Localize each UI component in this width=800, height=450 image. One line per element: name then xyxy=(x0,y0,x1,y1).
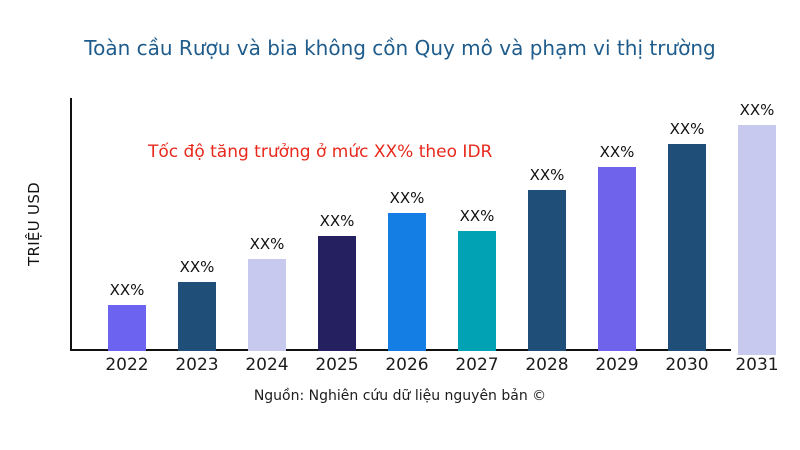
bar-value-label-2026: XX% xyxy=(389,189,425,207)
bar-group-2027: XX% xyxy=(442,207,512,351)
chart-title: Toàn cầu Rượu và bia không cồn Quy mô và… xyxy=(84,36,716,60)
x-axis-tick-labels: 2022 2023 2024 2025 2026 2027 2028 2029 2030 2031 xyxy=(70,355,778,379)
bar-value-label-2031: XX% xyxy=(739,101,775,119)
bar-value-label-2027: XX% xyxy=(459,207,495,225)
growth-annotation: Tốc độ tăng trưởng ở mức XX% theo IDR xyxy=(148,142,493,162)
x-tick-2023: 2023 xyxy=(175,355,219,375)
x-tick-2029: 2029 xyxy=(595,355,639,375)
bar-group-2024: XX% xyxy=(232,235,302,351)
bar-2031 xyxy=(738,125,776,355)
bar-value-label-2025: XX% xyxy=(319,212,355,230)
bar-group-2026: XX% xyxy=(372,189,442,351)
bar-group-2029: XX% xyxy=(582,143,652,351)
plot-area: Tốc độ tăng trưởng ở mức XX% theo IDR XX… xyxy=(70,98,776,355)
bar-2024 xyxy=(248,259,286,351)
bar-group-2025: XX% xyxy=(302,212,372,351)
x-tick-2031: 2031 xyxy=(735,355,779,375)
bar-2022 xyxy=(108,305,146,351)
y-axis-label: TRIỆU USD xyxy=(25,182,43,266)
bar-2025 xyxy=(318,236,356,351)
y-axis-line xyxy=(70,98,72,351)
x-tick-2028: 2028 xyxy=(525,355,569,375)
x-tick-2022: 2022 xyxy=(105,355,149,375)
x-tick-2024: 2024 xyxy=(245,355,289,375)
bar-group-2030: XX% xyxy=(652,120,722,351)
bar-2027 xyxy=(458,231,496,351)
bar-2023 xyxy=(178,282,216,351)
x-tick-2026: 2026 xyxy=(385,355,429,375)
x-tick-2027: 2027 xyxy=(455,355,499,375)
bar-group-2022: XX% xyxy=(92,281,162,351)
bar-group-2031: XX% xyxy=(722,101,792,355)
bar-2028 xyxy=(528,190,566,351)
bar-2026 xyxy=(388,213,426,351)
source-note: Nguồn: Nghiên cứu dữ liệu nguyên bản © xyxy=(253,388,547,404)
bar-value-label-2030: XX% xyxy=(669,120,705,138)
x-tick-2025: 2025 xyxy=(315,355,359,375)
bar-value-label-2029: XX% xyxy=(599,143,635,161)
bar-group-2028: XX% xyxy=(512,166,582,351)
bar-2029 xyxy=(598,167,636,351)
bar-value-label-2023: XX% xyxy=(179,258,215,276)
x-tick-2030: 2030 xyxy=(665,355,709,375)
bar-value-label-2022: XX% xyxy=(109,281,145,299)
bar-value-label-2028: XX% xyxy=(529,166,565,184)
bar-group-2023: XX% xyxy=(162,258,232,351)
bar-2030 xyxy=(668,144,706,351)
bar-value-label-2024: XX% xyxy=(249,235,285,253)
